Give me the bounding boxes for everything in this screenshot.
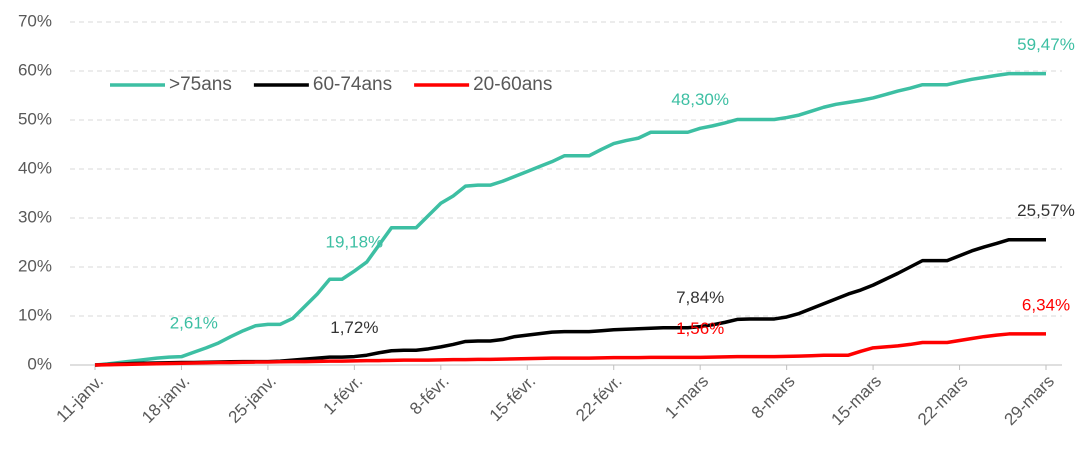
y-tick-label: 20%	[18, 256, 52, 275]
x-tick-label: 11-janv.	[53, 372, 107, 426]
x-tick-label: 8-févr.	[406, 372, 453, 419]
y-tick-label: 40%	[18, 158, 52, 177]
y-tick-label: 70%	[18, 11, 52, 30]
data-label: 7,84%	[676, 288, 724, 307]
data-label: 48,30%	[671, 90, 729, 109]
data-label: 25,57%	[1017, 201, 1075, 220]
x-tick-label: 29-mars	[1000, 372, 1058, 430]
legend-label: 60-74ans	[313, 74, 392, 95]
legend-label: 20-60ans	[473, 74, 552, 95]
data-label: 1,72%	[330, 318, 378, 337]
legend-label: >75ans	[169, 74, 232, 95]
y-tick-label: 50%	[18, 109, 52, 128]
x-tick-label: 22-févr.	[572, 372, 626, 426]
x-tick-label: 25-janv.	[225, 372, 280, 427]
x-tick-label: 1-mars	[661, 372, 712, 423]
series-line	[94, 332, 1046, 367]
data-label: 1,56%	[676, 319, 724, 338]
data-label: 19,18%	[326, 233, 384, 252]
x-tick-label: 15-févr.	[486, 372, 540, 426]
data-label: 59,47%	[1017, 35, 1075, 54]
x-tick-label: 1-févr.	[320, 372, 367, 419]
y-tick-label: 0%	[27, 354, 52, 373]
y-tick-label: 30%	[18, 207, 52, 226]
x-tick-label: 15-mars	[828, 372, 886, 430]
x-tick-label: 22-mars	[914, 372, 972, 430]
series-line	[94, 71, 1046, 367]
x-tick-label: 18-janv.	[138, 372, 193, 427]
y-tick-label: 10%	[18, 305, 52, 324]
data-label: 6,34%	[1022, 295, 1070, 314]
x-tick-label: 8-mars	[748, 372, 799, 423]
y-tick-label: 60%	[18, 60, 52, 79]
data-label: 2,61%	[170, 314, 218, 333]
